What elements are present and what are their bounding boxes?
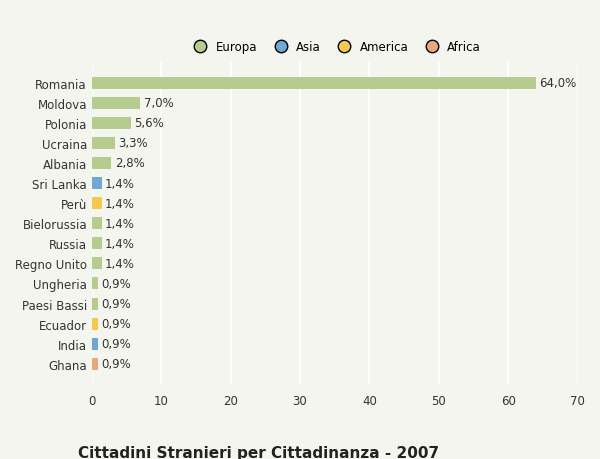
Bar bbox=[92, 258, 101, 270]
Text: 1,4%: 1,4% bbox=[105, 237, 135, 250]
Bar bbox=[92, 358, 98, 370]
Text: 1,4%: 1,4% bbox=[105, 257, 135, 270]
Bar bbox=[92, 118, 131, 129]
Text: 0,9%: 0,9% bbox=[101, 318, 131, 330]
Legend: Europa, Asia, America, Africa: Europa, Asia, America, Africa bbox=[184, 36, 486, 59]
Text: 64,0%: 64,0% bbox=[539, 77, 577, 90]
Bar bbox=[92, 178, 101, 190]
Bar bbox=[92, 238, 101, 250]
Text: 0,9%: 0,9% bbox=[101, 277, 131, 291]
Bar bbox=[92, 97, 140, 110]
Text: 5,6%: 5,6% bbox=[134, 117, 164, 130]
Bar bbox=[92, 138, 115, 150]
Bar bbox=[92, 318, 98, 330]
Bar bbox=[92, 338, 98, 350]
Bar bbox=[92, 278, 98, 290]
Text: 2,8%: 2,8% bbox=[115, 157, 145, 170]
Text: 1,4%: 1,4% bbox=[105, 217, 135, 230]
Text: 3,3%: 3,3% bbox=[118, 137, 148, 150]
Text: 1,4%: 1,4% bbox=[105, 177, 135, 190]
Text: 0,9%: 0,9% bbox=[101, 297, 131, 310]
Text: 1,4%: 1,4% bbox=[105, 197, 135, 210]
Bar bbox=[92, 218, 101, 230]
Bar bbox=[92, 298, 98, 310]
Text: 0,9%: 0,9% bbox=[101, 337, 131, 350]
Bar bbox=[92, 78, 536, 90]
Text: 7,0%: 7,0% bbox=[144, 97, 173, 110]
Text: 0,9%: 0,9% bbox=[101, 358, 131, 370]
Text: Cittadini Stranieri per Cittadinanza - 2007: Cittadini Stranieri per Cittadinanza - 2… bbox=[78, 445, 439, 459]
Bar bbox=[92, 198, 101, 210]
Bar bbox=[92, 157, 111, 169]
